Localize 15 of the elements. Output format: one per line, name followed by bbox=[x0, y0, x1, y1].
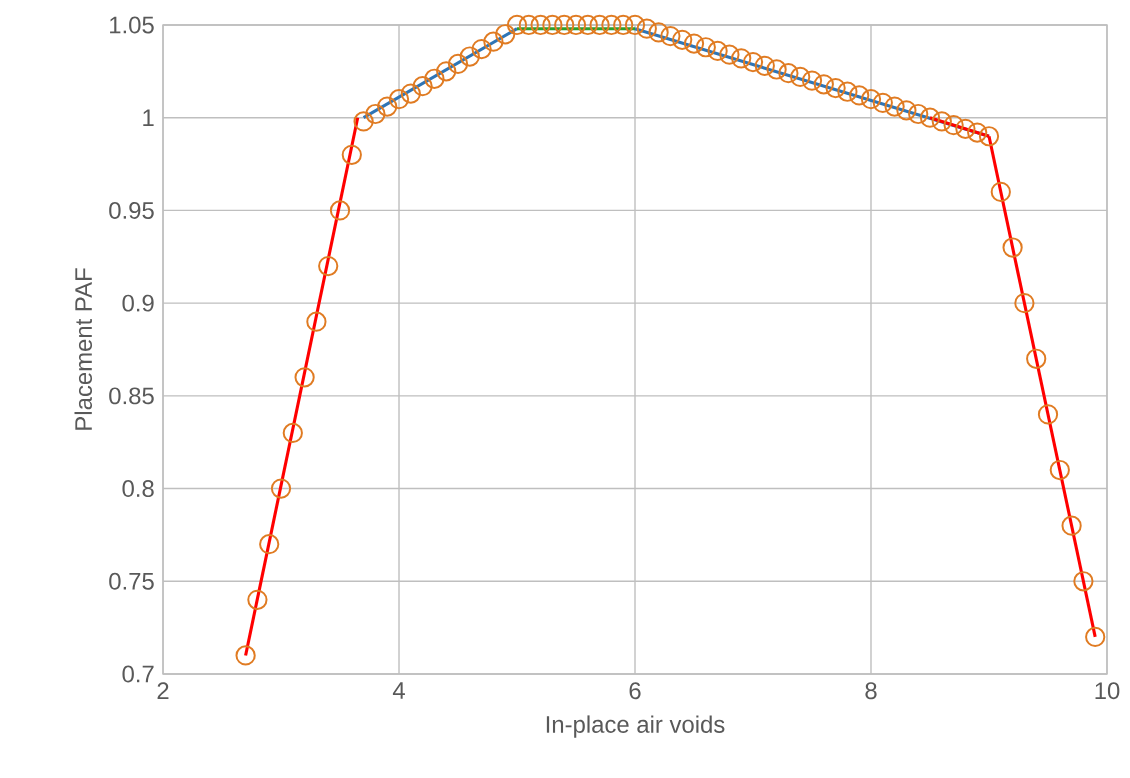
y-tick-label: 1 bbox=[143, 109, 154, 126]
x-tick-label: 6 bbox=[629, 682, 641, 700]
y-tick-label: 1.05 bbox=[110, 16, 154, 34]
x-tick-label: 4 bbox=[392, 682, 405, 699]
x-tick-label: 8 bbox=[865, 682, 877, 700]
y-tick-label: 0.75 bbox=[109, 572, 154, 590]
y-tick-label: 0.95 bbox=[109, 201, 154, 219]
y-axis-title: Placement PAF bbox=[74, 268, 93, 430]
x-axis-title: In-place air voids bbox=[546, 715, 725, 738]
y-tick-label: 0.8 bbox=[122, 480, 154, 498]
y-tick-label: 0.9 bbox=[122, 294, 154, 312]
x-tick-label: 10 bbox=[1095, 682, 1120, 700]
x-tick-label: 2 bbox=[157, 682, 169, 699]
y-tick-label: 0.7 bbox=[122, 665, 154, 683]
y-tick-label: 0.85 bbox=[109, 387, 154, 405]
